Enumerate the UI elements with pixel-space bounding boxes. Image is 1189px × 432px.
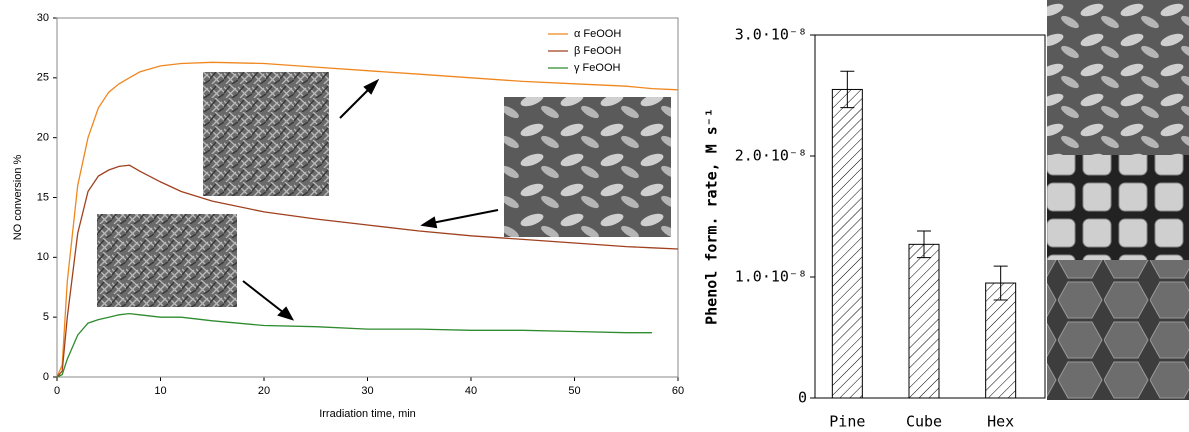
legend-label: γ FeOOH: [574, 62, 621, 74]
x-tick-label: 10: [154, 385, 166, 397]
y-tick-label: 3.0·10⁻⁸: [735, 26, 807, 44]
y-tick-label: 15: [37, 191, 49, 203]
y-tick-label: 5: [43, 311, 49, 323]
sem-image: [1047, 0, 1189, 155]
y-tick-label: 2.0·10⁻⁸: [735, 147, 807, 165]
line-chart: [97, 72, 671, 321]
sem-image: [1047, 155, 1189, 260]
x-tick-label: 60: [672, 385, 684, 397]
x-tick-label: 30: [361, 385, 373, 397]
x-tick-label: 0: [54, 385, 60, 397]
y-axis-label: NO conversion %: [12, 154, 24, 240]
error-bar: [917, 230, 931, 259]
bar: [985, 282, 1017, 399]
y-tick-label: 25: [37, 72, 49, 84]
y-tick-label: 30: [37, 12, 49, 24]
legend-label: β FeOOH: [574, 45, 621, 57]
x-tick-label: 40: [465, 385, 477, 397]
bar: [908, 243, 940, 399]
sem-image: [97, 214, 237, 307]
line-series: [56, 164, 679, 378]
arrows: [242, 78, 499, 321]
y-axis-label: Phenol form. rate, M s⁻¹: [703, 108, 721, 325]
y-tick-label: 20: [37, 132, 49, 144]
x-tick-label: Cube: [906, 413, 942, 431]
error-bar: [993, 265, 1008, 301]
y-tick-label: 1.0·10⁻⁸: [735, 268, 807, 286]
bar: [831, 88, 863, 399]
x-tick-label: 20: [258, 385, 270, 397]
plot-frame: [56, 17, 679, 378]
sem-image: [504, 97, 671, 237]
x-tick-label: Hex: [987, 413, 1014, 431]
line-series: [56, 61, 679, 378]
line-series: [56, 312, 653, 378]
x-tick-label: Pine: [829, 413, 865, 431]
error-bar: [840, 70, 855, 109]
y-tick-label: 10: [37, 251, 49, 263]
sem-image: [1047, 260, 1189, 400]
y-tick-label: 0: [43, 371, 49, 383]
sem-image: [203, 72, 329, 196]
x-axis-label: Irradiation time, min: [319, 408, 416, 420]
x-tick-label: 50: [568, 385, 580, 397]
legend-label: α FeOOH: [574, 28, 621, 40]
y-tick-label: 0: [798, 389, 807, 407]
